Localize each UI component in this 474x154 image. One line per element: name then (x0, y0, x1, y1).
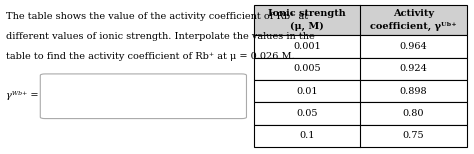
Text: 0.964: 0.964 (400, 42, 428, 51)
Text: table to find the activity coefficient of Rb⁺ at μ = 0.026 M.: table to find the activity coefficient o… (6, 52, 294, 61)
FancyBboxPatch shape (40, 74, 246, 119)
FancyBboxPatch shape (254, 35, 467, 58)
FancyBboxPatch shape (254, 58, 467, 80)
Text: 0.1: 0.1 (299, 131, 315, 140)
Text: (μ, M): (μ, M) (290, 22, 324, 31)
Text: γᵂᵇ⁺ =: γᵂᵇ⁺ = (6, 91, 38, 100)
Text: 0.001: 0.001 (293, 42, 321, 51)
Text: Ionic strength: Ionic strength (268, 9, 346, 18)
Text: coefficient, γᵂᵇ⁺: coefficient, γᵂᵇ⁺ (370, 22, 457, 31)
Text: different values of ionic strength. Interpolate the values in the: different values of ionic strength. Inte… (6, 32, 314, 41)
Text: 0.924: 0.924 (400, 64, 428, 73)
Text: 0.80: 0.80 (403, 109, 424, 118)
FancyBboxPatch shape (254, 80, 467, 102)
Text: The table shows the value of the activity coefficient of Rb⁺ at: The table shows the value of the activit… (6, 12, 308, 21)
FancyBboxPatch shape (254, 5, 467, 35)
Text: Activity: Activity (393, 9, 434, 18)
Text: 0.75: 0.75 (403, 131, 424, 140)
FancyBboxPatch shape (254, 102, 467, 125)
Text: 0.01: 0.01 (296, 87, 318, 96)
FancyBboxPatch shape (254, 125, 467, 147)
Text: 0.05: 0.05 (296, 109, 318, 118)
Text: 0.898: 0.898 (400, 87, 428, 96)
Text: 0.005: 0.005 (293, 64, 321, 73)
